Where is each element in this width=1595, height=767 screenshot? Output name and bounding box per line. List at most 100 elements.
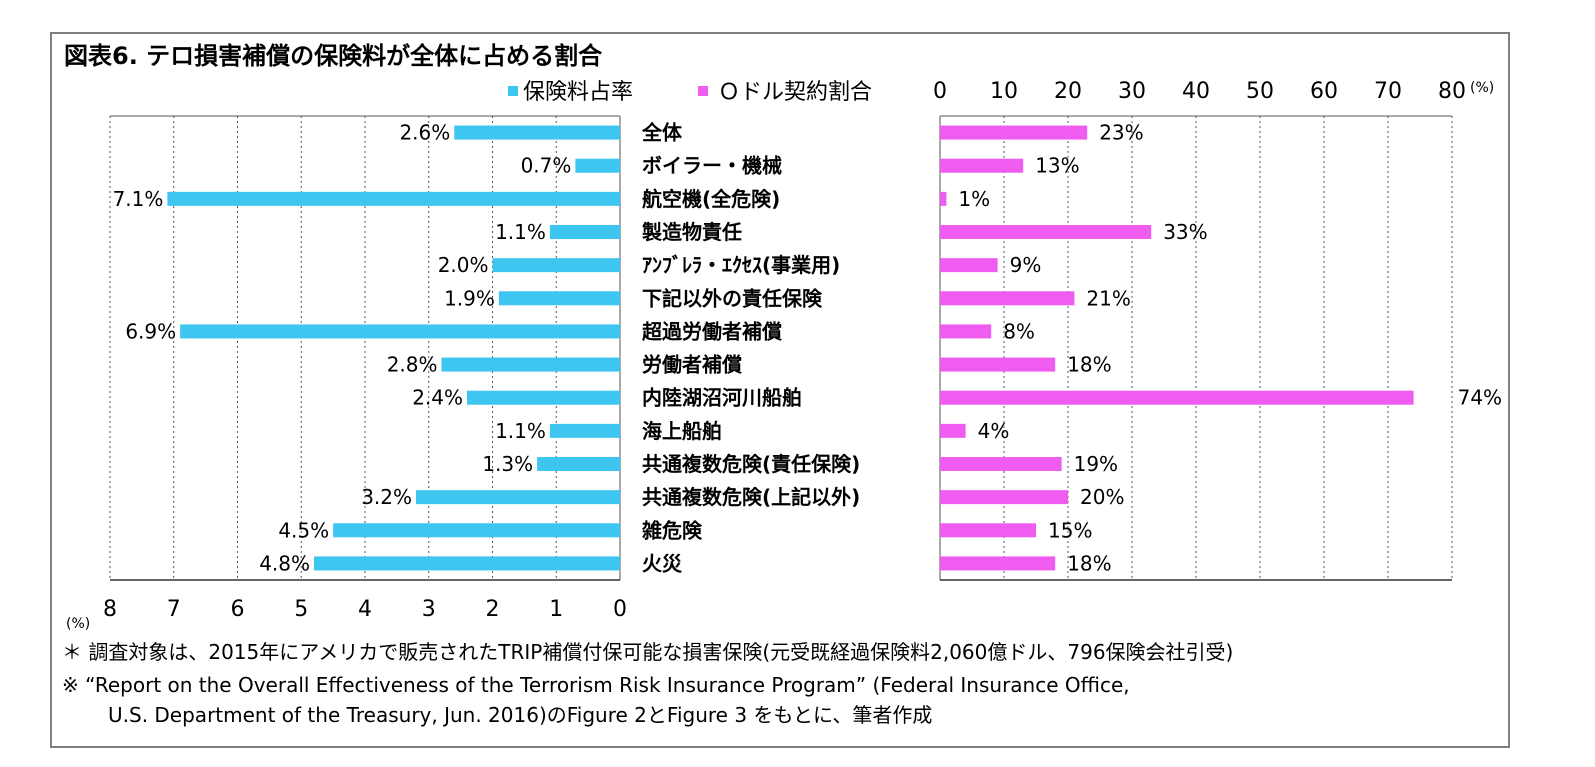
category-label: 火災 [642, 551, 683, 575]
category-label: 共通複数危険(上記以外) [642, 485, 860, 509]
series1-bar [167, 191, 620, 206]
series1-data-label: 2.8% [387, 353, 438, 377]
right-tick-label: 0 [933, 79, 947, 104]
series1-data-label: 4.5% [278, 518, 329, 542]
series2-data-label: 19% [1074, 452, 1118, 476]
left-tick-label: 6 [231, 597, 245, 622]
series1-bar [549, 225, 620, 239]
category-label: 内陸湖沼河川船舶 [642, 386, 802, 410]
series1-bar [441, 357, 620, 372]
category-label: ｱﾝﾌﾞﾚﾗ・ｴｸｾｽ(事業用) [642, 253, 840, 277]
series1-bar [537, 457, 620, 471]
category-label: 雑危険 [641, 518, 703, 542]
series1-data-label: 1.1% [495, 419, 546, 443]
series2-data-label: 9% [1010, 253, 1042, 277]
left-tick-label: 5 [294, 597, 308, 622]
left-gridlines [109, 115, 621, 581]
category-label: 共通複数危険(責任保険) [642, 452, 860, 476]
series2-bar [940, 423, 966, 438]
series2-bar [940, 191, 947, 206]
left-tick-label: 0 [613, 597, 627, 622]
series1-bars [167, 125, 620, 571]
series2-data-label: 15% [1048, 518, 1092, 542]
note-survey-scope: ＊ 調査対象は、2015年にアメリカで販売されたTRIP補償付保可能な損害保険(… [62, 640, 1233, 664]
right-axis-ticks: 0 10 20 30 40 50 60 70 80 [933, 79, 1466, 104]
series1-data-labels: 2.6%0.7%7.1%1.1%2.0%1.9%6.9%2.8%2.4%1.1%… [113, 121, 572, 576]
series2-bars [940, 125, 1414, 571]
series2-data-label: 18% [1067, 353, 1111, 377]
series1-data-label: 2.4% [412, 386, 463, 410]
series2-bar [940, 523, 1036, 538]
series2-data-labels: 23% 13% 1% 33% 9% 21% 8% 18% 74% 4% 19% 20% 15% 18% [958, 121, 1502, 576]
legend-label-series1: 保険料占率 [523, 80, 633, 105]
series2-data-label: 33% [1163, 220, 1207, 244]
series1-data-label: 1.3% [482, 452, 533, 476]
left-tick-label: 4 [358, 597, 372, 622]
series2-data-label: 13% [1035, 154, 1079, 178]
series1-data-label: 4.8% [259, 551, 310, 575]
left-axis-ticks: 8 7 6 5 4 3 2 1 0 [103, 597, 627, 622]
series2-bar [940, 125, 1088, 140]
left-axis-unit: (%) [66, 616, 90, 632]
right-tick-label: 30 [1118, 79, 1146, 104]
right-tick-label: 80 [1438, 79, 1466, 104]
series1-data-label: 2.0% [438, 253, 489, 277]
series1-bar [416, 490, 620, 505]
series2-bar [940, 324, 992, 339]
series1-bar [454, 125, 620, 140]
series2-data-label: 18% [1067, 551, 1111, 575]
category-label: 労働者補償 [642, 353, 743, 377]
category-label: ボイラー・機械 [642, 154, 782, 178]
series2-data-label: 20% [1080, 485, 1124, 509]
series1-data-label: 1.9% [444, 286, 495, 310]
right-tick-label: 60 [1310, 79, 1338, 104]
series1-data-label: 6.9% [125, 319, 176, 343]
series1-bar [314, 556, 620, 571]
right-tick-label: 40 [1182, 79, 1210, 104]
right-gridlines [939, 115, 1453, 581]
series2-bar [940, 158, 1024, 173]
series1-data-label: 0.7% [521, 154, 572, 178]
series2-bar [940, 490, 1068, 505]
series2-bar [940, 556, 1056, 571]
series1-bar [492, 258, 620, 273]
category-label: 超過労働者補償 [641, 319, 783, 343]
right-tick-label: 10 [990, 79, 1018, 104]
series2-data-label: 21% [1086, 286, 1130, 310]
right-axis-unit: (%) [1470, 80, 1494, 96]
series1-bar [498, 291, 620, 306]
series1-bar [180, 324, 620, 339]
category-label: 全体 [641, 121, 683, 145]
chart-title: 図表6. テロ損害補償の保険料が全体に占める割合 [64, 42, 603, 70]
series2-bar [940, 225, 1152, 239]
category-label: 下記以外の責任保険 [642, 286, 823, 310]
right-tick-label: 20 [1054, 79, 1082, 104]
series2-bar [940, 457, 1062, 471]
series1-data-label: 3.2% [361, 485, 412, 509]
series1-data-label: 1.1% [495, 220, 546, 244]
series2-bar [940, 258, 998, 273]
note-source-line1: ※ “Report on the Overall Effectiveness o… [62, 673, 1130, 697]
right-tick-label: 50 [1246, 79, 1274, 104]
category-label: 航空機(全危険) [642, 187, 780, 211]
series1-bar [467, 390, 620, 405]
right-tick-label: 70 [1374, 79, 1402, 104]
left-tick-label: 1 [549, 597, 563, 622]
series2-data-label: 8% [1003, 319, 1035, 343]
series1-data-label: 7.1% [113, 187, 164, 211]
left-tick-label: 8 [103, 597, 117, 622]
legend-swatch-series2 [698, 86, 708, 96]
series2-data-label: 74% [1458, 386, 1502, 410]
chart-frame: 図表6. テロ損害補償の保険料が全体に占める割合 保険料占率 Ｏドル契約割合 (… [50, 32, 1510, 748]
category-label: 製造物責任 [642, 220, 742, 244]
category-label: 海上船舶 [642, 419, 722, 443]
series2-bar [940, 390, 1414, 405]
left-tick-label: 3 [422, 597, 436, 622]
legend-label-series2: Ｏドル契約割合 [718, 80, 872, 105]
series2-data-label: 4% [978, 419, 1010, 443]
series1-bar [549, 423, 620, 438]
series2-bar [940, 291, 1075, 306]
series1-data-label: 2.6% [399, 121, 450, 145]
series2-data-label: 23% [1099, 121, 1143, 145]
